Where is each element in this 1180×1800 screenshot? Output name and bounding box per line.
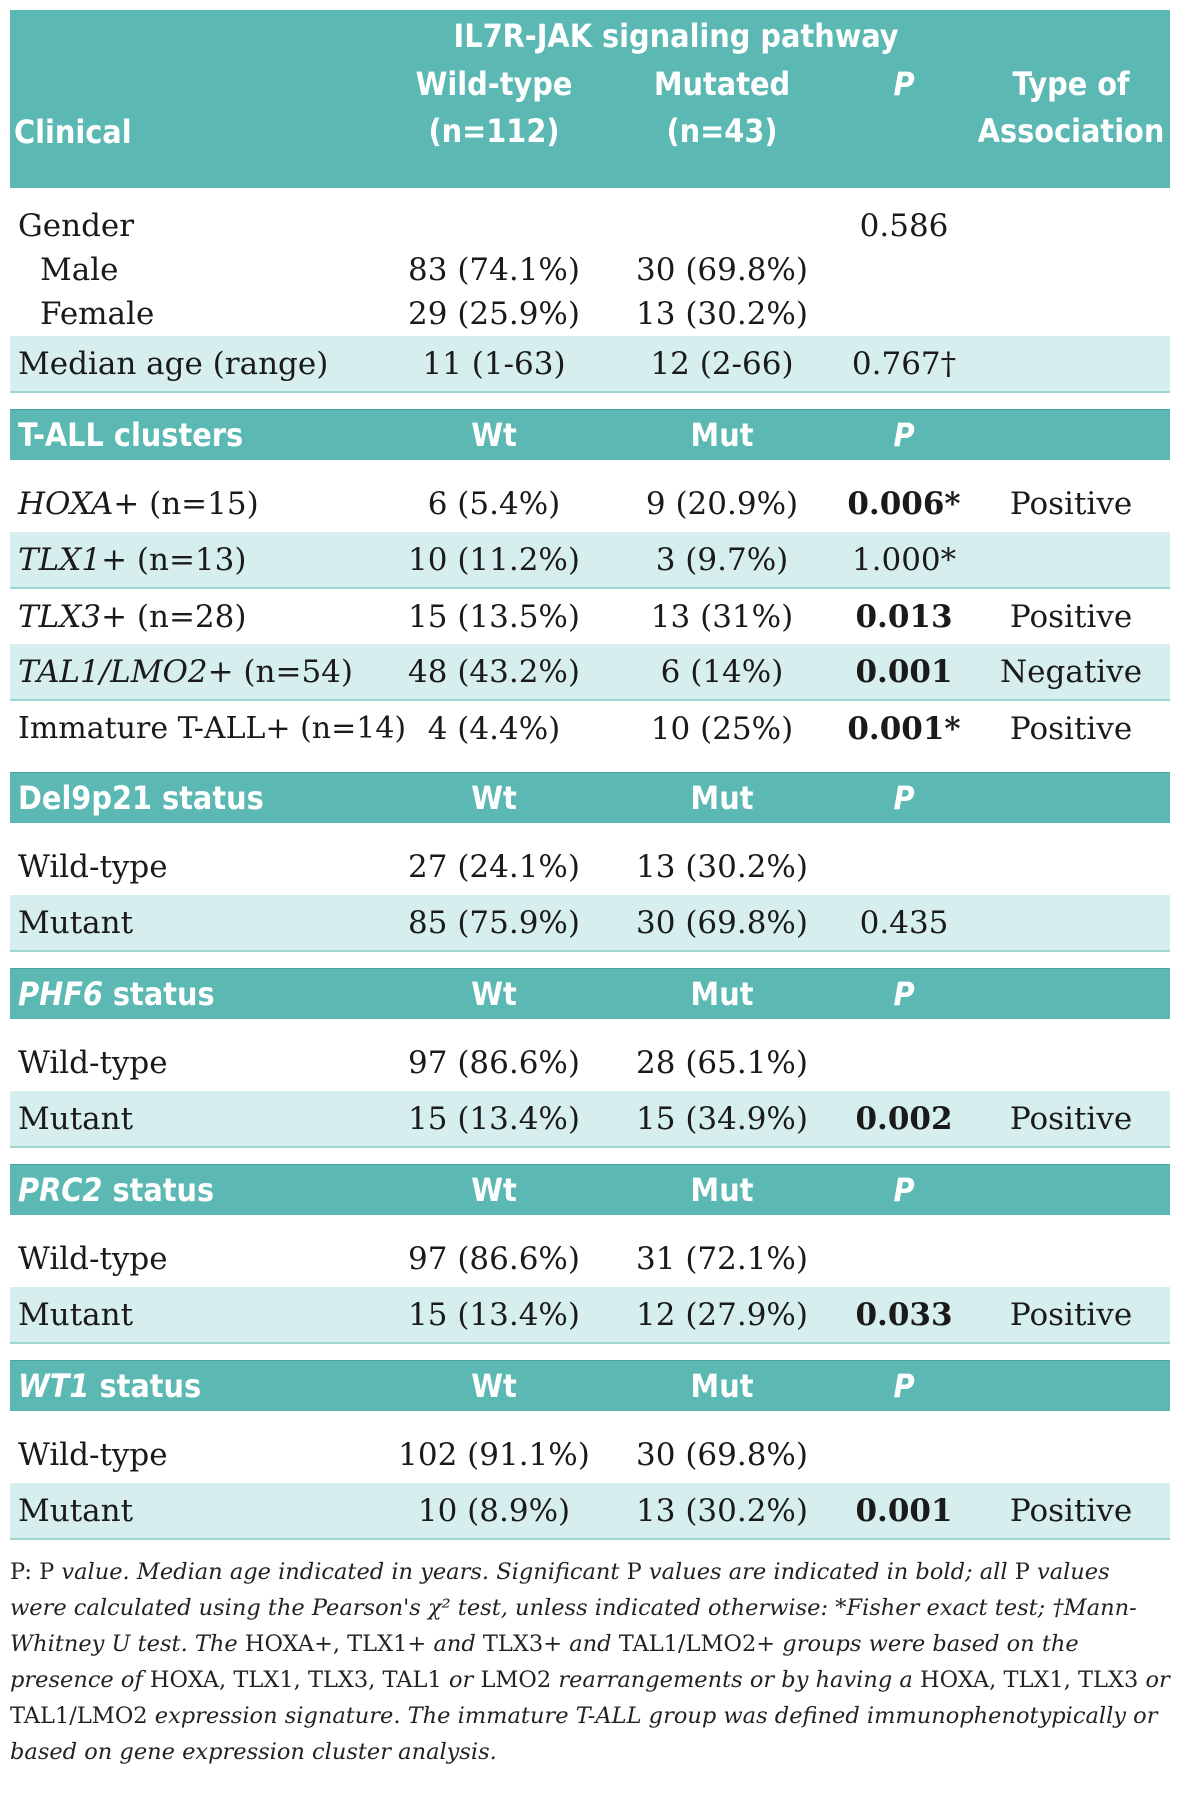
header-row-1: IL7R-JAK signaling pathway xyxy=(10,10,1171,58)
table-row: Mutant 15 (13.4%) 12 (27.9%) 0.033 Posit… xyxy=(10,1287,1171,1344)
female-wt: 29 (25.9%) xyxy=(408,296,580,332)
gender-label: Gender xyxy=(18,208,135,244)
section-header-tall: T-ALL clusters Wt Mut P xyxy=(10,409,1171,460)
assoc-header-line2: Association xyxy=(972,109,1171,160)
table-row: Male 83 (74.1%) 30 (69.8%) xyxy=(10,248,1170,292)
table-row: Wild-type 102 (91.1%) 30 (69.8%) xyxy=(18,1437,808,1473)
wt-header-line2: (n=112) xyxy=(380,109,608,160)
mut-header-line1: Mutated xyxy=(608,58,836,109)
table-row: TAL1/LMO2+ (n=54) 48 (43.2%) 6 (14%) 0.0… xyxy=(10,644,1171,701)
table-row: Mutant 10 (8.9%) 13 (30.2%) 0.001 Positi… xyxy=(10,1483,1171,1540)
section-header-phf6: PHF6 status Wt Mut P xyxy=(10,968,1171,1019)
clinical-header: Clinical xyxy=(10,58,380,160)
table-container: IL7R-JAK signaling pathway Clinical Wild… xyxy=(10,10,1171,1770)
table-row: Wild-type 97 (86.6%) 31 (72.1%) xyxy=(18,1241,808,1277)
table-row: Wild-type 97 (86.6%) 28 (65.1%) xyxy=(18,1045,808,1081)
table-row: Female 29 (25.9%) 13 (30.2%) xyxy=(10,292,1170,336)
data-table: IL7R-JAK signaling pathway Clinical Wild… xyxy=(10,10,1171,1540)
male-label: Male xyxy=(40,252,119,288)
table-row: Mutant 15 (13.4%) 15 (34.9%) 0.002 Posit… xyxy=(10,1091,1171,1148)
table-row: Mutant 85 (75.9%) 30 (69.8%) 0.435 xyxy=(10,895,1171,952)
assoc-header-line1: Type of xyxy=(972,58,1171,109)
table-row: Wild-type 27 (24.1%) 13 (30.2%) xyxy=(18,849,808,885)
header-row-2: Clinical Wild-type Mutated P Type of xyxy=(10,58,1171,160)
female-mut: 13 (30.2%) xyxy=(636,296,808,332)
mut-header-line2: (n=43) xyxy=(608,109,836,160)
p-header: P xyxy=(836,58,973,109)
female-label: Female xyxy=(40,296,155,332)
wt-header-line1: Wild-type xyxy=(380,58,608,109)
pathway-title: IL7R-JAK signaling pathway xyxy=(380,10,973,58)
section-header-del9p21: Del9p21 status Wt Mut P xyxy=(10,772,1171,823)
table-row: Immature T-ALL+ (n=14) 4 (4.4%) 10 (25%)… xyxy=(18,710,1133,747)
age-p: 0.767† xyxy=(836,336,973,393)
table-row: TLX1+ (n=13) 10 (11.2%) 3 (9.7%) 1.000* xyxy=(10,532,1171,589)
section-header-prc2: PRC2 status Wt Mut P xyxy=(10,1164,1171,1215)
table-row: Gender 0.586 xyxy=(10,204,1170,248)
age-wt: 11 (1-63) xyxy=(380,336,608,393)
age-label: Median age (range) xyxy=(10,336,380,393)
table-row: HOXA+ (n=15) 6 (5.4%) 9 (20.9%) 0.006* P… xyxy=(18,486,1133,522)
gender-p: 0.586 xyxy=(859,208,949,244)
table-row: Median age (range) 11 (1-63) 12 (2-66) 0… xyxy=(10,336,1171,393)
male-wt: 83 (74.1%) xyxy=(408,252,580,288)
table-footnote: P: P value. Median age indicated in year… xyxy=(10,1559,1170,1765)
male-mut: 30 (69.8%) xyxy=(636,252,808,288)
table-row: TLX3+ (n=28) 15 (13.5%) 13 (31%) 0.013 P… xyxy=(18,598,1133,635)
age-mut: 12 (2-66) xyxy=(608,336,836,393)
section-header-wt1: WT1 status Wt Mut P xyxy=(10,1360,1171,1411)
header-row-4 xyxy=(10,160,1171,188)
header-row-3: (n=112) (n=43) Association xyxy=(10,109,1171,160)
